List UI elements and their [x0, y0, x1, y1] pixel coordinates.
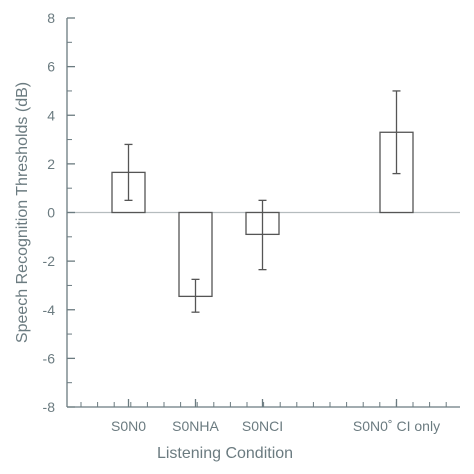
x-tick-label: S0NHA [172, 418, 219, 434]
y-tick-label: -8 [43, 399, 56, 415]
x-tick-label: S0N0˚ CI only [353, 418, 440, 434]
x-axis-title: Listening Condition [157, 445, 293, 462]
y-tick-label: 8 [47, 10, 55, 26]
y-tick-label: 4 [47, 107, 55, 123]
axis-layer: 8 6 4 2 0 -2 -4 -6 -8 S0N0 S0NHA S0NCI S0N0˚ CI only [43, 10, 460, 434]
y-tick-label: 0 [47, 205, 55, 221]
y-tick-label: -2 [43, 253, 56, 269]
y-axis-title: Speech Recognition Thresholds (dB) [14, 82, 31, 343]
x-tick-label: S0N0 [111, 418, 146, 434]
y-tick-label: -4 [43, 302, 56, 318]
y-tick-label: 6 [47, 59, 55, 75]
y-tick-label: 2 [47, 156, 55, 172]
y-tick-label: -6 [43, 350, 56, 366]
x-tick-label: S0NCI [242, 418, 283, 434]
bars-layer [111, 90, 414, 313]
